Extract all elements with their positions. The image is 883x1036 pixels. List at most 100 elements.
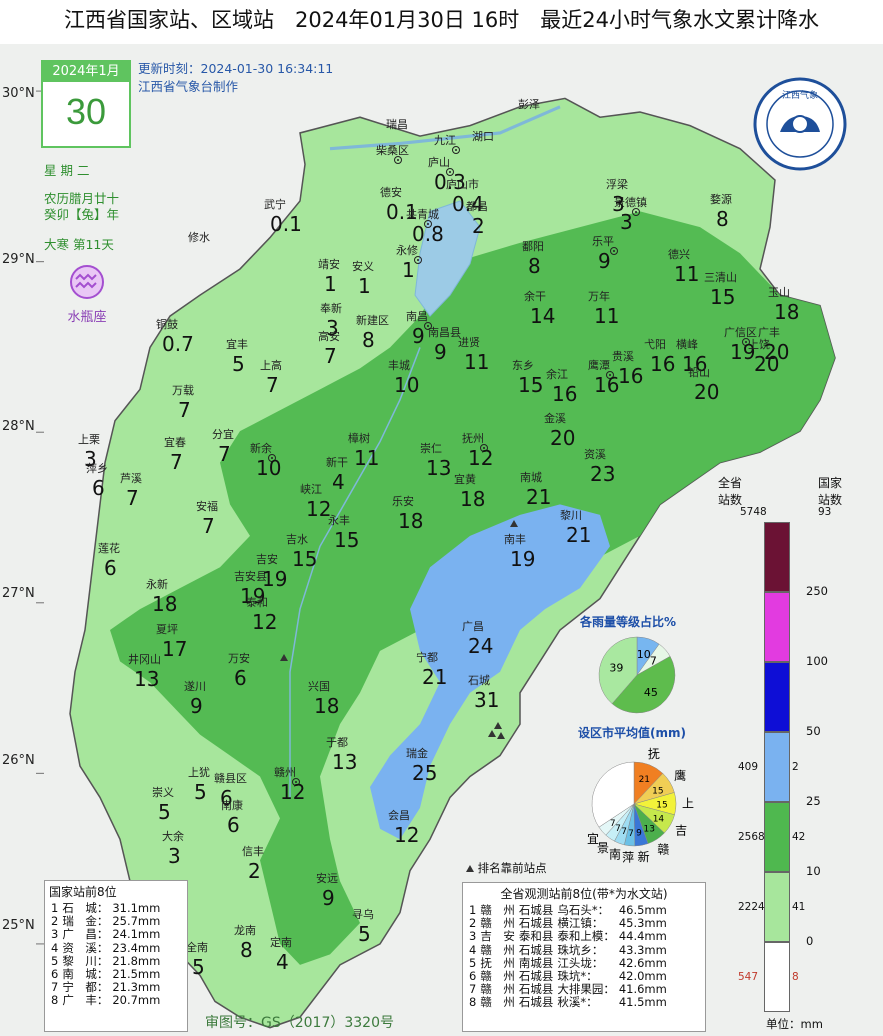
station-value: 7 [126, 486, 139, 510]
calendar-day: 30 [65, 91, 107, 132]
station-value: 14 [530, 304, 556, 328]
station-marker [292, 778, 300, 786]
station-name: 分宜 [212, 428, 234, 441]
station-name: 崇仁 [420, 442, 442, 455]
ranking-cell: 泰和县 [518, 929, 554, 944]
station-value: 6 [92, 476, 105, 500]
station-name: 进贤 [458, 336, 480, 349]
station-value: 9 [412, 324, 425, 348]
station-name: 景德镇 [614, 196, 647, 209]
station-name: 鄱阳 [522, 240, 544, 253]
ranking-cell: 秋溪*： [557, 995, 598, 1010]
station-value: 15 [334, 528, 360, 552]
station-name: 安远 [316, 872, 338, 885]
city-slice-name: 景 [597, 841, 609, 855]
station-value: 16 [552, 382, 578, 406]
station-value: 11 [594, 304, 620, 328]
legend-all-count: 2568 [738, 831, 765, 843]
top-station-marker [488, 730, 496, 737]
ranking-cell: 瑞 金： [62, 914, 109, 929]
ranking-cell: 泰和上模： [557, 929, 615, 944]
station-value: 16 [618, 364, 644, 388]
top-station-marker [510, 520, 518, 527]
ranking-cell: 石城县 [518, 982, 554, 997]
station-value: 16 [594, 373, 620, 397]
city-slice-value: 21 [639, 775, 650, 785]
station-value: 12 [252, 610, 278, 634]
station-value: 24 [468, 634, 494, 658]
top-station-marker [497, 732, 505, 739]
ranking-cell: 南城县 [518, 955, 554, 970]
station-value: 9 [322, 886, 335, 910]
station-marker [610, 247, 618, 255]
station-value: 0.3 [434, 170, 466, 194]
ranking-cell: 石 城： [62, 901, 109, 915]
ranking-cell: 45.3mm [618, 916, 667, 931]
station-value: 20 [550, 426, 576, 450]
station-name: 宁都 [416, 651, 438, 664]
lat-label-29: 29°N [2, 252, 35, 267]
city-slice-name: 赣 [657, 842, 669, 856]
city-slice-name: 萍 [622, 851, 634, 865]
station-value: 1 [358, 274, 371, 298]
station-value: 25 [412, 761, 438, 785]
station-name: 乐安 [392, 495, 414, 508]
station-name: 永丰 [328, 514, 350, 527]
station-value: 0.1 [386, 200, 418, 224]
station-name: 泰和 [246, 596, 268, 609]
ranking-cell: 广 丰： [62, 993, 109, 1008]
ranking-cell: 8 [51, 993, 59, 1008]
station-name: 会昌 [388, 809, 410, 822]
calendar-weekday: 星 期 二 [44, 163, 90, 178]
station-name: 奉新 [320, 302, 342, 315]
station-value: 13 [332, 750, 358, 774]
precipitation-map [36, 90, 836, 1029]
legend-color-bin [764, 942, 790, 1012]
station-value: 3 [612, 192, 625, 216]
station-value: 4 [332, 470, 345, 494]
ranking-cell: 1 [51, 901, 59, 915]
calendar-year: 癸卯【兔】年 [44, 207, 120, 222]
ranking-cell: 5 [51, 953, 59, 968]
aquarius-icon [70, 265, 104, 299]
station-name: 靖安 [318, 258, 340, 271]
city-slice-value: 14 [653, 815, 665, 825]
station-name: 上犹 [188, 766, 210, 779]
city-slice-value: 15 [656, 801, 667, 811]
station-value: 5 [158, 800, 171, 824]
station-name: 横峰 [676, 338, 698, 351]
top-station-marker [280, 654, 288, 661]
legend-threshold: 25 [806, 794, 821, 808]
update-time: 更新时刻：2024-01-30 16:34:11 [138, 61, 334, 76]
station-value: 8 [528, 254, 541, 278]
ranking-cell: 黎 川： [62, 953, 109, 968]
logo-text: 江西气象 [782, 89, 818, 101]
update-info: 更新时刻：2024-01-30 16:34:11 江西省气象台制作 [138, 60, 333, 96]
station-name: 石城 [468, 674, 490, 687]
city-slice-name: 上 [682, 797, 694, 811]
station-name: 新余 [250, 442, 272, 455]
city-slice-name: 南 [609, 847, 621, 862]
station-value: 7 [178, 398, 191, 422]
city-slice-value: 7 [621, 827, 627, 837]
station-value: 19 [510, 547, 536, 571]
lat-label-25: 25°N [2, 918, 35, 933]
rank-note-triangle-icon [466, 865, 474, 872]
ranking-cell: 赣 州 [480, 916, 515, 931]
station-value: 8 [362, 328, 375, 352]
station-name: 吉安 [256, 553, 278, 566]
station-name: 永修 [396, 244, 418, 257]
rain-25-50-area [370, 504, 610, 840]
level-pie-title: 各雨量等级占比% [580, 615, 677, 629]
station-marker [452, 146, 460, 154]
rank-note: 排名靠前站点 [466, 860, 547, 876]
city-slice-name: 鹰 [674, 768, 686, 783]
city-slice-value: 7 [615, 824, 621, 834]
zodiac-name: 水瓶座 [67, 310, 107, 325]
calendar-widget: 2024年1月 30 [41, 60, 131, 148]
level-pie-chart: 10 7 45 39 [598, 636, 676, 714]
station-value: 1 [324, 272, 337, 296]
